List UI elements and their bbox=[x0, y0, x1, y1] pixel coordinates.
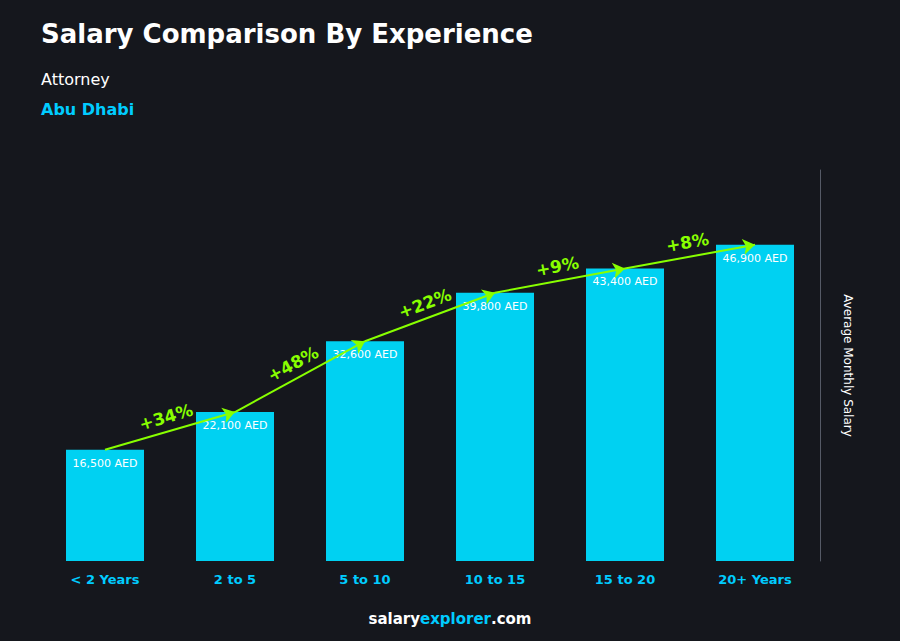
svg-text:10 to 15: 10 to 15 bbox=[465, 572, 525, 587]
svg-text:+9%: +9% bbox=[534, 253, 580, 281]
svg-text:+22%: +22% bbox=[396, 284, 454, 322]
svg-text:46,900 AED: 46,900 AED bbox=[723, 252, 788, 265]
svg-text:15 to 20: 15 to 20 bbox=[595, 572, 655, 587]
svg-text:32,600 AED: 32,600 AED bbox=[332, 348, 398, 362]
svg-text:+8%: +8% bbox=[664, 229, 710, 256]
svg-text:22,100 AED: 22,100 AED bbox=[203, 419, 268, 432]
svg-text:39,800 AED: 39,800 AED bbox=[462, 299, 528, 313]
svg-text:43,400 AED: 43,400 AED bbox=[593, 275, 658, 288]
svg-text:< 2 Years: < 2 Years bbox=[71, 572, 140, 587]
svg-text:Average Monthly Salary: Average Monthly Salary bbox=[841, 294, 855, 437]
svg-text:2 to 5: 2 to 5 bbox=[214, 572, 256, 587]
svg-text:.com: .com bbox=[491, 610, 532, 628]
svg-text:explorer: explorer bbox=[420, 610, 492, 628]
svg-text:+48%: +48% bbox=[264, 342, 322, 386]
svg-text:Salary Comparison By Experienc: Salary Comparison By Experience bbox=[41, 19, 533, 49]
svg-text:5 to 10: 5 to 10 bbox=[339, 572, 390, 587]
svg-text:16,500 AED: 16,500 AED bbox=[73, 457, 138, 470]
svg-text:Attorney: Attorney bbox=[41, 70, 110, 89]
svg-text:Abu Dhabi: Abu Dhabi bbox=[41, 100, 134, 119]
svg-text:salary: salary bbox=[368, 610, 420, 628]
svg-text:20+ Years: 20+ Years bbox=[718, 572, 792, 587]
svg-text:+34%: +34% bbox=[137, 400, 195, 435]
